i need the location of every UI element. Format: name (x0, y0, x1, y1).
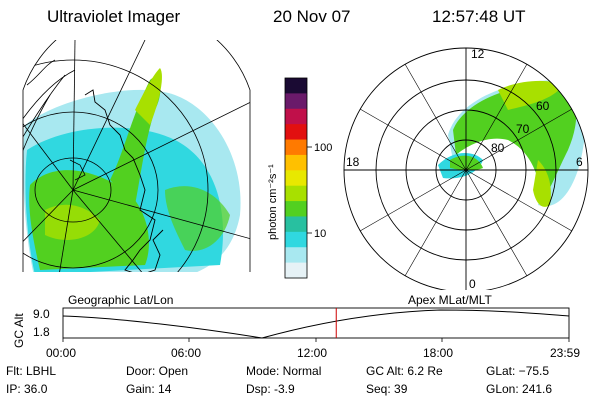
mlt-label-12: 12 (471, 47, 485, 61)
gc-alt-info: GC Alt: 6.2 Re (366, 364, 443, 378)
colorbar-band (285, 124, 307, 141)
colorbar-band (285, 93, 307, 110)
xtick-1800: 18:00 (423, 346, 454, 360)
glon-info: GLon: 241.6 (486, 382, 553, 396)
mlt-label-6: 6 (576, 155, 583, 169)
seq-info: Seq: 39 (366, 382, 408, 396)
colorbar-band (285, 201, 307, 217)
geographic-panel-label: Geographic Lat/Lon (68, 293, 174, 307)
colorbar-gradient (285, 78, 307, 279)
colorbar-band (285, 262, 307, 279)
colorbar-band (285, 139, 307, 156)
xtick-1200: 12:00 (297, 346, 328, 360)
colorbar-band (285, 108, 307, 125)
lat-label-70: 70 (516, 122, 530, 136)
apex-panel-label: Apex MLat/MLT (408, 293, 492, 307)
xtick-2359: 23:59 (550, 346, 581, 360)
lat-label-60: 60 (536, 99, 550, 113)
mode-info: Mode: Normal (246, 364, 322, 378)
mlt-label-18: 18 (346, 155, 360, 169)
xtick-0600: 06:00 (171, 346, 202, 360)
time-label: 12:57:48 UT (432, 7, 526, 26)
altitude-ylabel: GC Alt (12, 313, 26, 348)
lat-label-80: 80 (491, 141, 505, 155)
colorbar-band (285, 78, 307, 94)
dsp-info: Dsp: -3.9 (246, 382, 295, 396)
colorbar-tick-10: 10 (314, 228, 326, 240)
colorbar-band (285, 185, 307, 202)
date-label: 20 Nov 07 (273, 7, 351, 26)
altitude-plot: GC Alt 9.0 1.8 (12, 307, 570, 348)
instrument-title: Ultraviolet Imager (47, 7, 181, 26)
colorbar-band (285, 154, 307, 171)
flt-info: Flt: LBHL (6, 364, 57, 378)
altitude-curve (62, 309, 570, 339)
colorbar-band (285, 247, 307, 264)
door-info: Door: Open (126, 364, 189, 378)
glat-info: GLat: −75.5 (486, 364, 550, 378)
colorbar: 100 10 photon cm⁻²s⁻¹ (267, 77, 332, 279)
colorbar-band (285, 170, 307, 187)
altitude-ytick-low: 1.8 (33, 325, 50, 339)
altitude-ytick-high: 9.0 (33, 307, 50, 321)
colorbar-band (285, 231, 307, 248)
gain-info: Gain: 14 (126, 382, 172, 396)
polar-mlat-mlt-plot: 12 6 0 18 60 70 80 (343, 47, 589, 290)
geographic-projection-image (22, 40, 251, 273)
colorbar-tick-100: 100 (314, 142, 332, 154)
ip-info: IP: 36.0 (6, 382, 48, 396)
xtick-0000: 00:00 (46, 346, 77, 360)
colorbar-label: photon cm⁻²s⁻¹ (267, 164, 279, 240)
mlt-label-0: 0 (469, 277, 476, 290)
colorbar-band (285, 216, 307, 233)
